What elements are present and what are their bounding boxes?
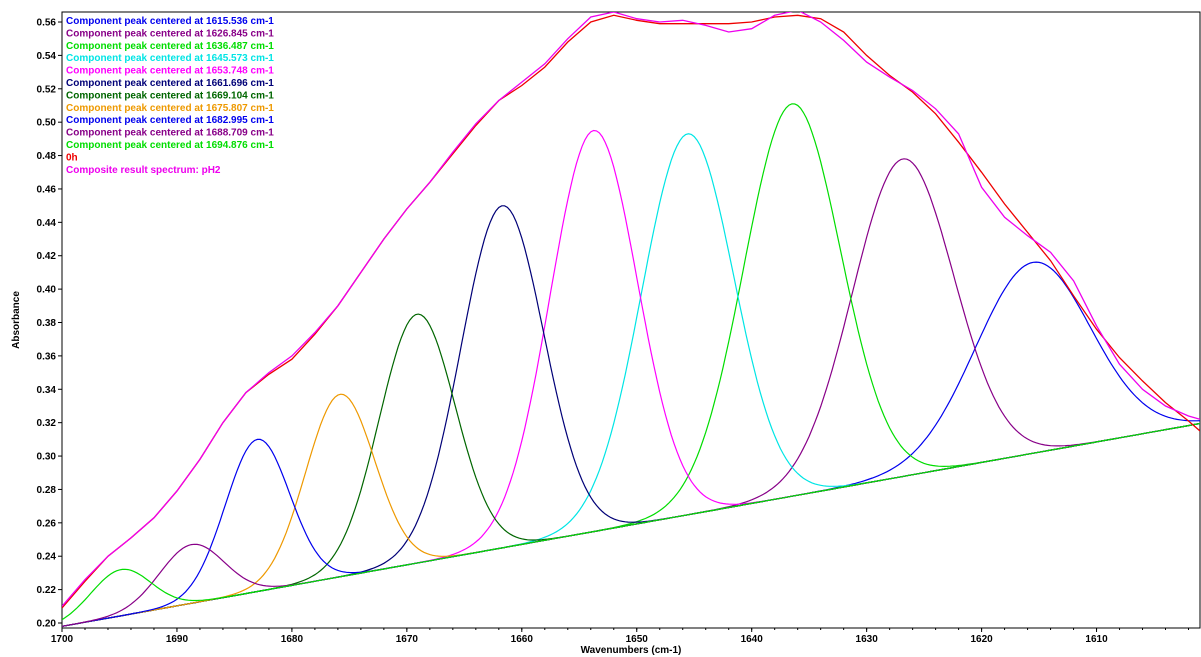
- y-tick-label: 0.44: [37, 218, 57, 229]
- legend-entry: Component peak centered at 1694.876 cm-1: [66, 140, 274, 151]
- x-tick-label: 1670: [396, 634, 419, 645]
- legend-entry: Component peak centered at 1688.709 cm-1: [66, 128, 274, 139]
- y-tick-label: 0.24: [37, 552, 57, 563]
- legend-entry: Component peak centered at 1653.748 cm-1: [66, 66, 274, 77]
- y-tick-label: 0.30: [37, 452, 57, 463]
- legend: Component peak centered at 1615.536 cm-1…: [66, 16, 274, 176]
- y-tick-label: 0.22: [37, 585, 57, 596]
- legend-entry: Component peak centered at 1661.696 cm-1: [66, 78, 274, 89]
- x-tick-label: 1640: [741, 634, 764, 645]
- legend-entry: Component peak centered at 1626.845 cm-1: [66, 28, 274, 39]
- legend-entry: Component peak centered at 1645.573 cm-1: [66, 53, 274, 64]
- y-tick-label: 0.50: [37, 118, 57, 129]
- x-tick-label: 1690: [166, 634, 189, 645]
- legend-entry: Component peak centered at 1675.807 cm-1: [66, 103, 274, 114]
- y-tick-label: 0.38: [37, 318, 57, 329]
- y-tick-label: 0.34: [37, 385, 57, 396]
- x-axis-title: Wavenumbers (cm-1): [581, 645, 682, 656]
- y-tick-label: 0.20: [37, 618, 57, 629]
- x-tick-label: 1660: [511, 634, 534, 645]
- y-tick-label: 0.28: [37, 485, 57, 496]
- legend-entry: Component peak centered at 1682.995 cm-1: [66, 115, 274, 126]
- y-tick-label: 0.42: [37, 251, 57, 262]
- composite-line-2: [62, 12, 1200, 607]
- component-peak-line-11: [62, 422, 1200, 621]
- y-tick-label: 0.40: [37, 285, 57, 296]
- legend-entry: Composite result spectrum: pH2: [66, 165, 221, 176]
- x-tick-label: 1680: [281, 634, 304, 645]
- x-tick-label: 1700: [51, 634, 74, 645]
- x-axis: 1700 1690 1680 1670 1660 1650 1640 1630 1620 1610: [51, 628, 1190, 645]
- legend-entry: Component peak centered at 1636.487 cm-1: [66, 41, 274, 52]
- y-tick-label: 0.48: [37, 151, 57, 162]
- y-tick-label: 0.36: [37, 351, 57, 362]
- curves-clip: [62, 12, 1200, 627]
- y-tick-label: 0.46: [37, 184, 57, 195]
- legend-entry: Component peak centered at 1669.104 cm-1: [66, 90, 274, 101]
- legend-entry: 0h: [66, 152, 78, 163]
- curves-layer: [62, 12, 1200, 627]
- y-tick-label: 0.54: [37, 51, 57, 62]
- y-axis-title: Absorbance: [11, 291, 22, 349]
- x-tick-label: 1620: [970, 634, 993, 645]
- y-tick-label: 0.32: [37, 418, 57, 429]
- x-tick-label: 1610: [1085, 634, 1108, 645]
- y-axis: 0.20 0.22 0.24 0.26 0.28 0.30 0.32 0.34 0.36 0.38…: [37, 18, 62, 629]
- y-tick-label: 0.52: [37, 84, 57, 95]
- legend-entry: Component peak centered at 1615.536 cm-1: [66, 16, 274, 27]
- y-tick-label: 0.56: [37, 18, 57, 29]
- y-tick-label: 0.26: [37, 518, 57, 529]
- x-tick-label: 1650: [626, 634, 649, 645]
- x-tick-label: 1630: [856, 634, 879, 645]
